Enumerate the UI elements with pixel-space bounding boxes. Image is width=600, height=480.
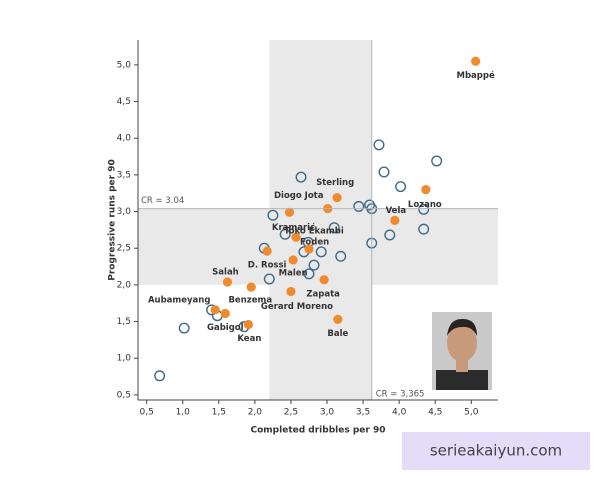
point-label: Zapata [306, 289, 340, 299]
point-label: Aubameyang [148, 295, 210, 305]
y-axis-label: Progressive runs per 90 [108, 159, 118, 281]
point [243, 319, 253, 330]
point [353, 200, 365, 212]
watermark: serieakaiyun.com [430, 442, 562, 460]
point [279, 228, 291, 240]
point-label: D. Rossi [248, 261, 287, 271]
point [319, 275, 329, 285]
point-label: Malen [279, 268, 308, 278]
point [284, 207, 295, 217]
point-label: Diogo Jota [274, 191, 324, 201]
x-tick-label: 3,0 [320, 408, 335, 418]
y-tick-label: 1,0 [117, 354, 132, 364]
y-tick-label: 2,0 [117, 280, 132, 290]
point [210, 305, 220, 315]
ref-label-x: CR = 3,365 [376, 390, 425, 400]
x-tick-label: 2,0 [248, 408, 263, 418]
point-label: Gabigol [207, 323, 244, 333]
y-band [138, 208, 498, 285]
point [431, 155, 443, 167]
point [471, 56, 481, 66]
point [291, 232, 301, 242]
y-tick-label: 1,5 [117, 317, 131, 327]
x-tick-label: 1,0 [176, 408, 191, 418]
x-tick-label: 2,5 [284, 408, 298, 418]
y-tick-label: 5,0 [117, 60, 132, 70]
point [154, 370, 166, 382]
point [303, 268, 315, 280]
point [295, 171, 307, 183]
point-label: Toko Ekambi [284, 227, 344, 237]
point [267, 209, 279, 221]
point [308, 259, 320, 271]
x-tick-label: 1,5 [212, 408, 226, 418]
point [263, 273, 275, 285]
point-label: Bale [327, 329, 348, 339]
y-tick-label: 3,0 [117, 207, 132, 217]
y-tick-label: 4,0 [117, 134, 132, 144]
point [328, 222, 340, 234]
point-label: Benzema [228, 296, 272, 306]
point [390, 215, 400, 225]
point [222, 277, 233, 287]
point-label: Vela [386, 206, 407, 216]
player-photo [432, 312, 492, 390]
point [378, 166, 390, 178]
point-label: Mbappé [457, 70, 495, 81]
point [288, 255, 298, 265]
point [335, 250, 347, 262]
x-axis-label: Completed dribbles per 90 [251, 426, 386, 436]
point [220, 308, 230, 319]
point-label: Lozano [408, 200, 442, 210]
point-label: Sterling [316, 178, 354, 188]
point [304, 244, 314, 254]
x-tick-label: 4,0 [392, 408, 407, 418]
point [384, 229, 396, 241]
y-tick-label: 2,5 [117, 244, 131, 254]
point [262, 246, 272, 256]
y-tick-label: 0,5 [117, 390, 131, 400]
point [178, 322, 190, 334]
x-tick-label: 4,5 [428, 408, 442, 418]
point [418, 203, 430, 215]
point-label: Salah [212, 267, 239, 277]
point [418, 223, 430, 235]
point-label: Kramarić [272, 222, 315, 233]
point [395, 181, 407, 193]
point [332, 193, 342, 203]
y-tick-label: 4,5 [117, 97, 131, 107]
point [373, 139, 385, 151]
ref-label-y: CR = 3.04 [141, 196, 184, 206]
x-tick-label: 5,0 [464, 408, 479, 418]
point-label: Foden [300, 237, 329, 247]
point [421, 184, 431, 195]
point-label: Gerard Moreno [261, 302, 333, 312]
watermark-box [402, 432, 590, 470]
point [286, 286, 296, 297]
point [333, 314, 343, 324]
x-tick-label: 0,5 [139, 408, 153, 418]
y-tick-label: 3,5 [117, 170, 131, 180]
point-label: Kean [237, 334, 261, 344]
point [246, 282, 256, 292]
x-tick-label: 3,5 [356, 408, 370, 418]
point [315, 246, 327, 258]
